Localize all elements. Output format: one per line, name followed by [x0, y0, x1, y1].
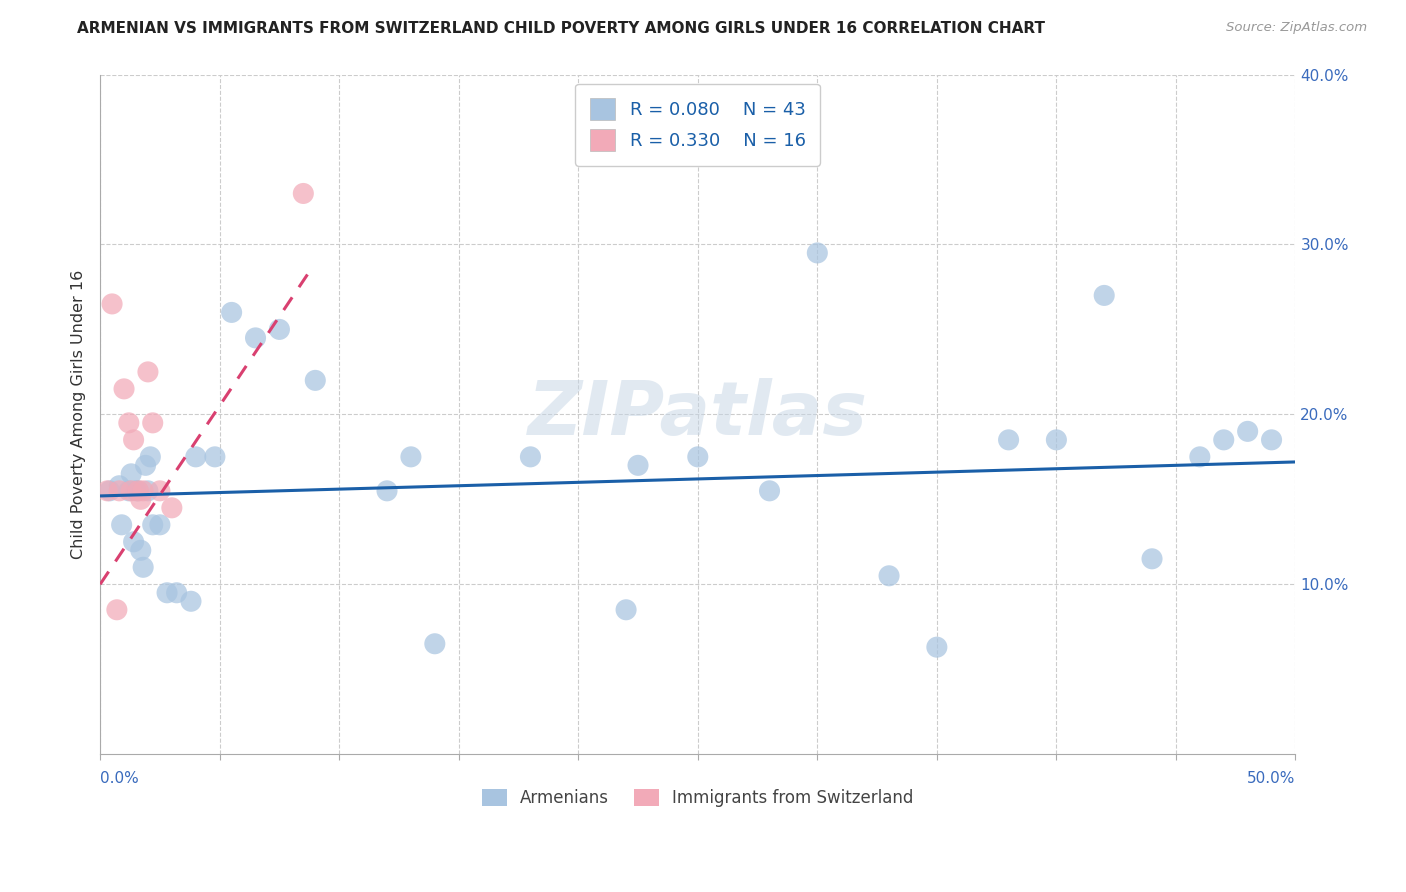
Point [118, 416, 141, 430]
Point [127, 483, 149, 498]
Point [120, 483, 142, 498]
Y-axis label: Child Poverty Among Girls Under 16: Child Poverty Among Girls Under 16 [72, 269, 86, 559]
Point [423, 637, 446, 651]
Point [156, 586, 179, 600]
Point [166, 586, 188, 600]
Point [627, 458, 650, 473]
Point [108, 479, 131, 493]
Text: 0.0%: 0.0% [100, 772, 139, 786]
Point [245, 331, 267, 345]
Point [375, 483, 398, 498]
Point [149, 517, 172, 532]
Point [997, 433, 1019, 447]
Point [136, 365, 159, 379]
Point [399, 450, 422, 464]
Point [108, 483, 131, 498]
Point [1188, 450, 1211, 464]
Point [1236, 425, 1258, 439]
Point [111, 517, 134, 532]
Point [686, 450, 709, 464]
Legend: Armenians, Immigrants from Switzerland: Armenians, Immigrants from Switzerland [475, 782, 921, 814]
Point [127, 483, 149, 498]
Point [96, 483, 118, 498]
Point [120, 467, 142, 481]
Point [1140, 551, 1163, 566]
Point [184, 450, 207, 464]
Point [269, 322, 291, 336]
Point [758, 483, 780, 498]
Text: ZIPatlas: ZIPatlas [527, 378, 868, 450]
Point [122, 534, 145, 549]
Point [122, 433, 145, 447]
Point [806, 246, 828, 260]
Text: 50.0%: 50.0% [1247, 772, 1295, 786]
Point [519, 450, 541, 464]
Point [877, 569, 900, 583]
Point [204, 450, 226, 464]
Point [1212, 433, 1234, 447]
Point [136, 483, 159, 498]
Point [142, 416, 165, 430]
Point [105, 603, 128, 617]
Point [149, 483, 172, 498]
Point [112, 382, 135, 396]
Text: Source: ZipAtlas.com: Source: ZipAtlas.com [1226, 21, 1367, 34]
Point [142, 517, 165, 532]
Point [180, 594, 202, 608]
Point [1092, 288, 1115, 302]
Point [139, 450, 162, 464]
Point [98, 483, 121, 498]
Point [304, 373, 326, 387]
Text: ARMENIAN VS IMMIGRANTS FROM SWITZERLAND CHILD POVERTY AMONG GIRLS UNDER 16 CORRE: ARMENIAN VS IMMIGRANTS FROM SWITZERLAND … [77, 21, 1045, 36]
Point [101, 297, 124, 311]
Point [221, 305, 243, 319]
Point [292, 186, 315, 201]
Point [129, 543, 152, 558]
Point [129, 492, 152, 507]
Point [160, 500, 183, 515]
Point [118, 483, 141, 498]
Point [135, 458, 157, 473]
Point [132, 483, 155, 498]
Point [925, 640, 948, 655]
Point [614, 603, 637, 617]
Point [125, 483, 148, 498]
Point [132, 560, 155, 574]
Point [1260, 433, 1282, 447]
Point [1045, 433, 1067, 447]
